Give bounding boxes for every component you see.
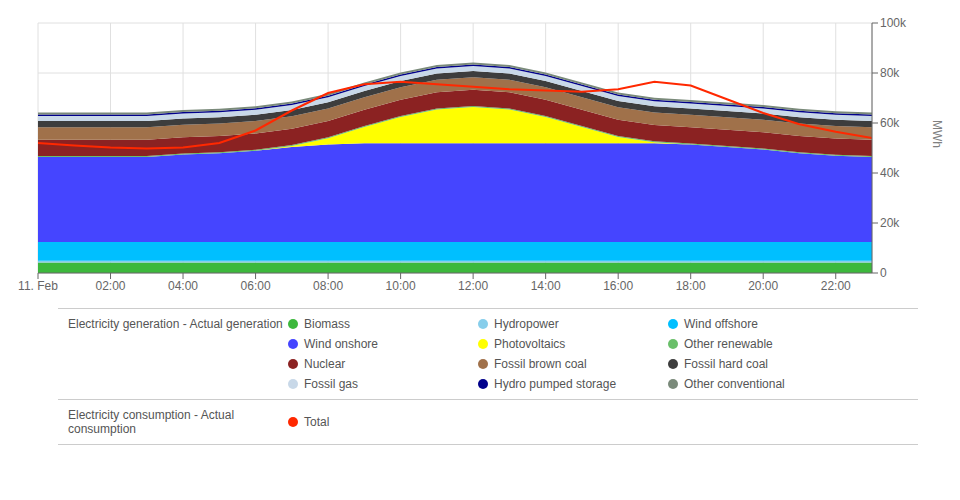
svg-text:60k: 60k	[880, 116, 900, 130]
svg-text:MWh: MWh	[930, 120, 944, 148]
html-text:Fossil gas: Fossil gas	[304, 377, 358, 391]
svg-text:20:00: 20:00	[748, 279, 778, 293]
svg-text:14:00: 14:00	[531, 279, 561, 293]
html-text:Electricity consumption - Actu: Electricity consumption - Actual consump…	[68, 408, 235, 436]
html-text:Biomass: Biomass	[304, 317, 350, 331]
svg-text:04:00: 04:00	[168, 279, 198, 293]
svg-text:11. Feb: 11. Feb	[18, 279, 58, 293]
svg-text:80k: 80k	[880, 66, 900, 80]
svg-text:100k: 100k	[880, 16, 907, 30]
html-text:Photovoltaics: Photovoltaics	[494, 337, 566, 351]
svg-text:08:00: 08:00	[313, 279, 343, 293]
svg-text:18:00: 18:00	[676, 279, 706, 293]
svg-text:0: 0	[880, 266, 887, 280]
html-text:Electricity generation - Actua: Electricity generation - Actual generati…	[68, 317, 283, 331]
html-text:Fossil brown coal: Fossil brown coal	[494, 357, 587, 371]
html-text:Wind onshore: Wind onshore	[304, 337, 378, 351]
svg-text:02:00: 02:00	[96, 279, 126, 293]
html-text:Total: Total	[304, 415, 330, 429]
svg-text:16:00: 16:00	[603, 279, 633, 293]
html-text:Other conventional: Other conventional	[684, 377, 785, 391]
svg-text:06:00: 06:00	[241, 279, 271, 293]
html-text:Nuclear: Nuclear	[304, 357, 346, 371]
svg-text:12:00: 12:00	[458, 279, 488, 293]
svg-text:20k: 20k	[880, 216, 900, 230]
html-text:Other renewable: Other renewable	[684, 337, 773, 351]
html-text:Fossil hard coal: Fossil hard coal	[684, 357, 768, 371]
svg-text:40k: 40k	[880, 166, 900, 180]
html-text:Hydropower: Hydropower	[494, 317, 559, 331]
svg-text:10:00: 10:00	[386, 279, 416, 293]
svg-text:22:00: 22:00	[821, 279, 851, 293]
html-text:Hydro pumped storage: Hydro pumped storage	[494, 377, 617, 391]
html-text:Wind offshore: Wind offshore	[684, 317, 758, 331]
